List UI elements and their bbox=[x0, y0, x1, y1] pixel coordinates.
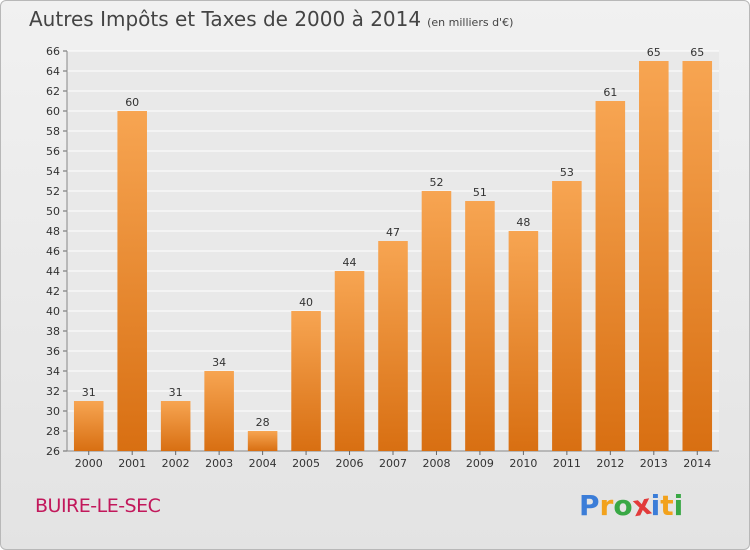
data-label-2002: 31 bbox=[169, 386, 183, 399]
bar-2009 bbox=[465, 201, 495, 451]
bar-2006 bbox=[334, 271, 365, 451]
x-tick-label-2000: 2000 bbox=[75, 457, 103, 470]
bar-2003 bbox=[204, 371, 234, 451]
proxiti-logo: Proxiti bbox=[579, 488, 684, 524]
bar-2001 bbox=[117, 111, 147, 451]
bar-2014 bbox=[682, 61, 713, 451]
x-tick-label-2004: 2004 bbox=[249, 457, 277, 470]
data-label-2010: 48 bbox=[516, 216, 530, 229]
bar-2013 bbox=[639, 61, 669, 451]
bar-2002 bbox=[160, 401, 191, 451]
x-tick-label-2002: 2002 bbox=[162, 457, 190, 470]
logo-letter: t bbox=[660, 489, 674, 522]
data-label-2008: 52 bbox=[429, 176, 443, 189]
y-tick-label: 32 bbox=[46, 385, 60, 398]
bar-2005 bbox=[291, 311, 321, 451]
x-tick-label-2013: 2013 bbox=[640, 457, 668, 470]
y-tick-label: 58 bbox=[46, 125, 60, 138]
logo-letter: i bbox=[673, 489, 684, 522]
data-label-2007: 47 bbox=[386, 226, 400, 239]
commune-name: BUIRE-LE-SEC bbox=[35, 495, 161, 517]
y-tick-label: 52 bbox=[46, 185, 60, 198]
data-label-2006: 44 bbox=[343, 256, 357, 269]
x-tick-label-2006: 2006 bbox=[336, 457, 364, 470]
y-tick-label: 64 bbox=[46, 65, 60, 78]
y-tick-label: 50 bbox=[46, 205, 60, 218]
bar-2004 bbox=[247, 431, 278, 451]
x-tick-label-2001: 2001 bbox=[118, 457, 146, 470]
data-label-2011: 53 bbox=[560, 166, 574, 179]
logo-letter: r bbox=[599, 489, 614, 522]
data-label-2012: 61 bbox=[603, 86, 617, 99]
data-label-2013: 65 bbox=[647, 46, 661, 59]
bar-2011 bbox=[552, 181, 582, 451]
data-label-2005: 40 bbox=[299, 296, 313, 309]
bar-2000 bbox=[73, 401, 104, 451]
x-tick-label-2009: 2009 bbox=[466, 457, 494, 470]
data-label-2003: 34 bbox=[212, 356, 226, 369]
y-tick-label: 38 bbox=[46, 325, 60, 338]
y-tick-label: 28 bbox=[46, 425, 60, 438]
logo-letter: o bbox=[613, 489, 633, 522]
data-label-2001: 60 bbox=[125, 96, 139, 109]
y-tick-label: 36 bbox=[46, 345, 60, 358]
y-tick-label: 54 bbox=[46, 165, 60, 178]
bar-2012 bbox=[595, 101, 626, 451]
bar-2007 bbox=[378, 241, 408, 451]
chart-title-text: Autres Impôts et Taxes de 2000 à 2014 bbox=[29, 7, 422, 31]
y-tick-label: 48 bbox=[46, 225, 60, 238]
y-tick-label: 46 bbox=[46, 245, 60, 258]
data-label-2004: 28 bbox=[256, 416, 270, 429]
y-tick-label: 34 bbox=[46, 365, 60, 378]
x-tick-label-2003: 2003 bbox=[205, 457, 233, 470]
bar-2010 bbox=[508, 231, 539, 451]
bar-2008 bbox=[421, 191, 452, 451]
y-tick-label: 44 bbox=[46, 265, 60, 278]
data-label-2009: 51 bbox=[473, 186, 487, 199]
x-tick-label-2011: 2011 bbox=[553, 457, 581, 470]
y-tick-label: 60 bbox=[46, 105, 60, 118]
chart-title: Autres Impôts et Taxes de 2000 à 2014 (en… bbox=[29, 7, 513, 31]
data-label-2014: 65 bbox=[690, 46, 704, 59]
y-tick-label: 40 bbox=[46, 305, 60, 318]
chart-subtitle: (en milliers d'€) bbox=[427, 16, 514, 29]
x-tick-label-2008: 2008 bbox=[422, 457, 450, 470]
x-tick-label-2010: 2010 bbox=[509, 457, 537, 470]
x-tick-label-2014: 2014 bbox=[683, 457, 711, 470]
y-tick-label: 42 bbox=[46, 285, 60, 298]
logo-letter: P bbox=[579, 489, 600, 522]
y-tick-label: 62 bbox=[46, 85, 60, 98]
x-tick-label-2012: 2012 bbox=[596, 457, 624, 470]
data-label-2000: 31 bbox=[82, 386, 96, 399]
y-tick-label: 30 bbox=[46, 405, 60, 418]
y-tick-label: 26 bbox=[46, 445, 60, 458]
x-tick-label-2007: 2007 bbox=[379, 457, 407, 470]
logo-letter: i bbox=[650, 489, 661, 522]
y-tick-label: 66 bbox=[46, 45, 60, 58]
y-tick-label: 56 bbox=[46, 145, 60, 158]
x-tick-label-2005: 2005 bbox=[292, 457, 320, 470]
